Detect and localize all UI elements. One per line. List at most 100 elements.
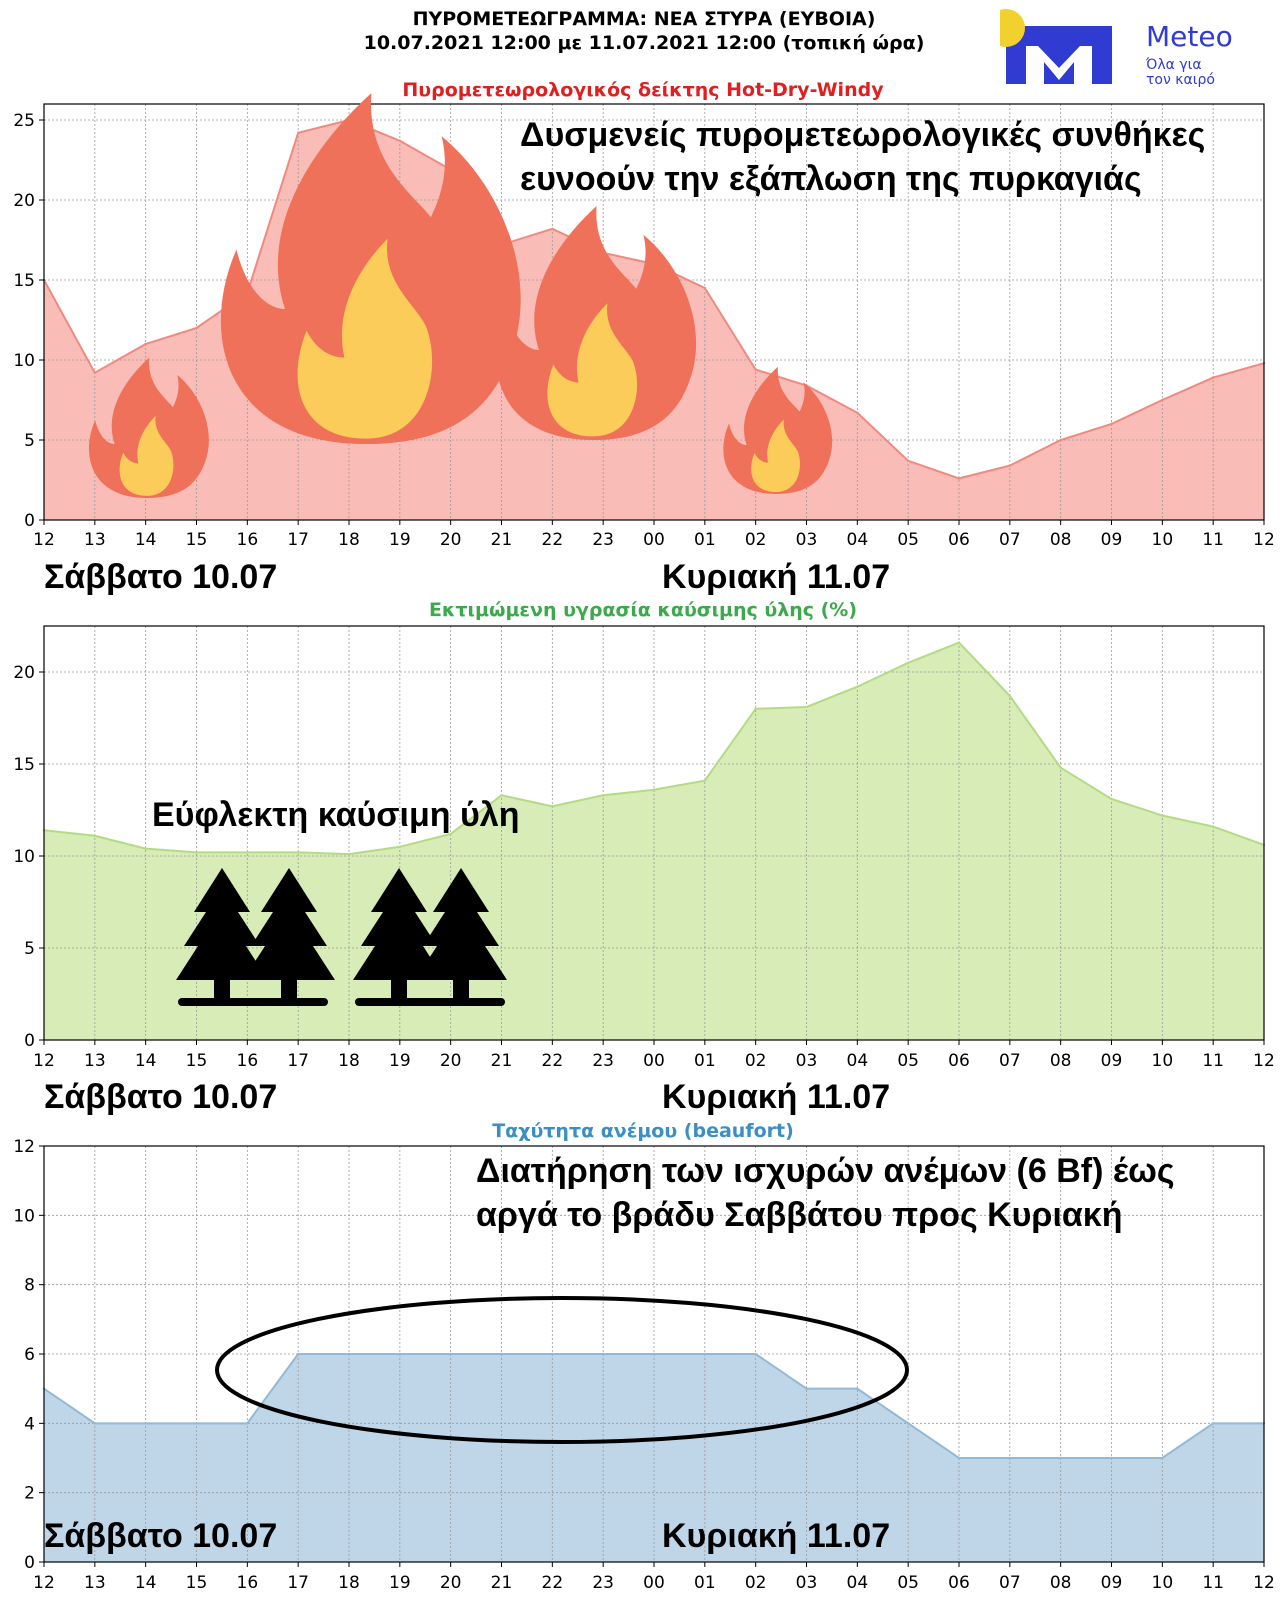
chart-title-line2: 10.07.2021 12:00 με 11.07.2021 12:00 (το…: [363, 32, 925, 54]
y-tick-label: 5: [24, 939, 35, 959]
x-tick-label: 03: [796, 530, 818, 550]
data-point: [347, 852, 351, 856]
x-tick-label: 00: [643, 1573, 665, 1593]
x-tick-label: 16: [237, 1051, 259, 1071]
data-point: [1211, 376, 1215, 379]
x-tick-label: 22: [542, 1051, 564, 1071]
annotation-text: Δυσμενείς πυρομετεωρολογικές συνθήκες: [520, 116, 1205, 154]
x-tick-label: 13: [84, 530, 106, 550]
day-label-saturday: Σάββατο 10.07: [44, 558, 277, 596]
meteo-logo[interactable]: Meteo Όλα για τον καιρό: [987, 6, 1260, 98]
data-point: [144, 342, 147, 346]
x-tick-label: 02: [745, 530, 767, 550]
data-point: [93, 371, 97, 374]
data-point: [398, 1352, 402, 1356]
x-tick-label: 07: [999, 1573, 1021, 1593]
y-tick-label: 15: [13, 271, 35, 291]
y-tick-label: 6: [24, 1345, 35, 1365]
x-tick-label: 21: [491, 1573, 513, 1593]
x-tick-label: 01: [694, 1573, 716, 1593]
data-point: [652, 1352, 656, 1356]
x-tick-label: 12: [33, 530, 55, 550]
x-tick-label: 20: [440, 530, 462, 550]
data-point: [1059, 766, 1062, 769]
data-point: [703, 286, 707, 290]
data-point: [1008, 694, 1012, 698]
x-tick-label: 02: [745, 1573, 767, 1593]
x-tick-label: 08: [1050, 530, 1072, 550]
data-point: [1008, 464, 1012, 467]
x-tick-label: 23: [592, 1051, 614, 1071]
tree-shape: [176, 868, 268, 1000]
data-point: [1059, 438, 1062, 442]
x-tick-label: 11: [1202, 530, 1224, 550]
x-tick-label: 13: [84, 1051, 106, 1071]
day-label-saturday: Σάββατο 10.07: [44, 1517, 277, 1555]
x-tick-label: 10: [1152, 530, 1174, 550]
y-tick-label: 8: [24, 1276, 35, 1296]
area-fill: [44, 642, 1264, 1040]
x-tick-label: 17: [287, 1573, 309, 1593]
chart-panel-3: Ταχύτητα ανέμου (beaufort) 12 13 14 15 16 17 18…: [13, 1120, 1274, 1593]
data-point: [551, 805, 554, 808]
x-tick-label: 22: [542, 1573, 564, 1593]
data-point: [1161, 1456, 1164, 1460]
panel-title: Ταχύτητα ανέμου (beaufort): [492, 1120, 794, 1142]
data-point: [449, 1352, 452, 1356]
data-point: [296, 131, 300, 134]
data-point: [1161, 398, 1164, 402]
y-tick-label: 25: [13, 111, 35, 131]
data-point: [906, 459, 910, 462]
x-tick-label: 04: [847, 1051, 869, 1071]
data-point: [246, 851, 249, 854]
y-tick-label: 0: [24, 511, 35, 531]
panel-title: Πυρομετεωρολογικός δείκτης Hot-Dry-Windy: [402, 79, 884, 101]
meteo-logo-mark-icon: [987, 9, 1112, 84]
data-point: [1211, 825, 1215, 828]
data-point: [296, 851, 300, 854]
ground-bar: [178, 998, 328, 1006]
data-point: [93, 834, 97, 837]
y-tick-label: 15: [13, 755, 35, 775]
x-tick-label: 12: [1253, 1573, 1275, 1593]
trees-icon: [176, 868, 335, 1006]
data-point: [449, 832, 452, 836]
x-tick-label: 15: [186, 530, 208, 550]
y-tick-label: 20: [13, 191, 35, 211]
y-tick-label: 10: [13, 847, 35, 867]
x-tick-label: 04: [847, 530, 869, 550]
x-tick-label: 09: [1101, 1573, 1123, 1593]
data-point: [703, 1352, 707, 1356]
logo-tagline: Όλα για τον καιρό: [1146, 58, 1215, 88]
x-tick-label: 00: [643, 530, 665, 550]
y-tick-label: 2: [24, 1484, 35, 1504]
tree-shape: [415, 868, 507, 1000]
data-point: [195, 1422, 198, 1425]
x-tick-label: 05: [897, 530, 919, 550]
x-tick-label: 12: [33, 1051, 55, 1071]
x-tick-label: 04: [847, 1573, 869, 1593]
chart-title-line1: ΠΥΡΟΜΕΤΕΩΓΡΑΜΜΑ: ΝΕΑ ΣΤΥΡΑ (ΕΥΒΟΙΑ): [412, 8, 876, 30]
x-tick-label: 18: [338, 530, 360, 550]
x-tick-label: 08: [1050, 1051, 1072, 1071]
y-tick-label: 0: [24, 1031, 35, 1051]
data-point: [1110, 422, 1113, 426]
x-tick-label: 06: [948, 1051, 970, 1071]
y-tick-label: 20: [13, 663, 35, 683]
x-tick-label: 06: [948, 530, 970, 550]
annotation-text: αργά το βράδυ Σαββάτου προς Κυριακή: [476, 1196, 1123, 1234]
x-tick-label: 12: [1253, 530, 1275, 550]
x-tick-label: 19: [389, 1573, 411, 1593]
data-point: [906, 661, 910, 664]
x-tick-label: 17: [287, 530, 309, 550]
x-tick-label: 21: [491, 1051, 513, 1071]
x-tick-label: 15: [186, 1051, 208, 1071]
day-label-sunday: Κυριακή 11.07: [662, 558, 890, 596]
ground-bar: [355, 998, 505, 1006]
x-tick-label: 19: [389, 530, 411, 550]
trees-icon: [353, 868, 507, 1006]
x-tick-label: 14: [135, 1573, 157, 1593]
x-tick-label: 20: [440, 1573, 462, 1593]
chart-panel-2: Εκτιμώμενη υγρασία καύσιμης ύλης (%) 12 13…: [13, 599, 1274, 1116]
x-tick-label: 09: [1101, 1051, 1123, 1071]
